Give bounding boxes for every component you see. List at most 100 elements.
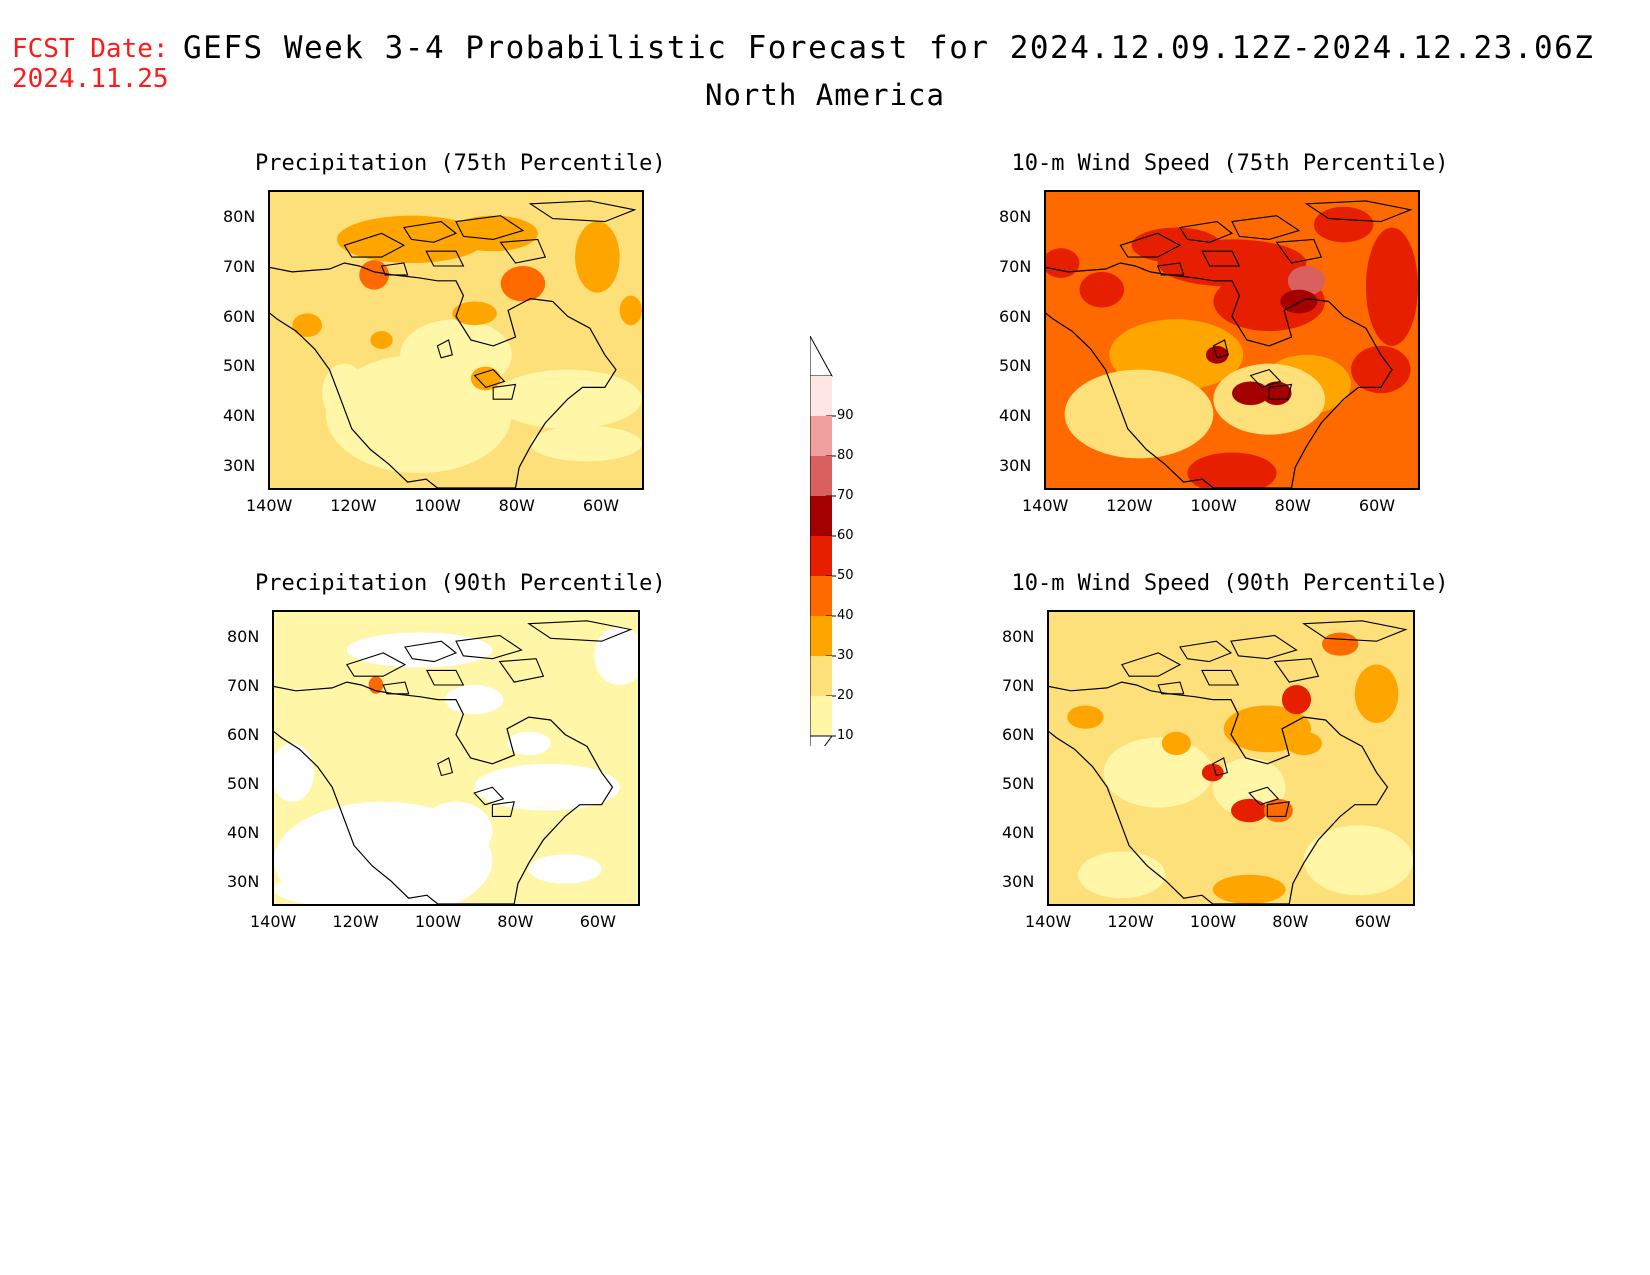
colorbar-level-label: 80 (837, 448, 854, 463)
colorbar-bottom-cap (810, 735, 833, 746)
lon-tick-label: 80W (1272, 912, 1309, 931)
lon-tick-label: 60W (1358, 496, 1396, 515)
probability-contour-patch (1351, 345, 1411, 394)
lat-tick-label: 50N (227, 774, 260, 794)
probability-contour-patch (1064, 369, 1214, 459)
colorbar-level-label: 90 (837, 408, 854, 423)
lat-tick-label: 80N (223, 207, 256, 226)
island-or-lake-outline (473, 786, 505, 806)
fcst-date-value: 2024.11.25 (12, 64, 169, 94)
island-or-lake-outline (1230, 634, 1298, 660)
fcst-date-block: FCST Date: 2024.11.25 (12, 34, 169, 94)
island-or-lake-outline (498, 658, 545, 683)
colorbar-level-label: 30 (837, 648, 854, 663)
lon-tick-label: 120W (1107, 912, 1154, 931)
lat-tick-label: 70N (223, 256, 256, 276)
probability-contour-patch (346, 632, 493, 668)
lon-tick-label: 120W (330, 496, 377, 515)
island-or-lake-outline (1201, 669, 1240, 686)
lon-tick-label: 120W (332, 912, 379, 931)
lat-tick-label: 40N (999, 406, 1032, 426)
lat-tick-label: 50N (999, 356, 1032, 376)
probability-contour-patch (419, 801, 493, 861)
island-or-lake-outline (1178, 221, 1234, 243)
panel-title-wind75: 10-m Wind Speed (75th Percentile) (1011, 151, 1449, 176)
lat-tick-label: 70N (999, 256, 1032, 276)
island-or-lake-outline (380, 262, 409, 276)
island-or-lake-outline (1120, 652, 1182, 677)
probability-contour-patch (1231, 798, 1268, 823)
lon-tick-label: 80W (497, 912, 534, 931)
lon-tick-label: 100W (1190, 496, 1237, 515)
island-or-lake-outline (1212, 757, 1229, 777)
coastline (1049, 681, 1389, 904)
island-or-lake-outline (345, 652, 407, 677)
island-or-lake-outline (343, 232, 406, 258)
panel-title-precip75: Precipitation (75th Percentile) (255, 151, 666, 176)
island-or-lake-outline (1231, 215, 1301, 240)
probability-contour-patch (575, 221, 620, 293)
island-or-lake-outline (1302, 620, 1408, 642)
colorbar-swatch (810, 576, 832, 616)
probability-contour-patch (1079, 271, 1125, 308)
probability-contour-patch (474, 763, 620, 811)
map-precip75-canvas (270, 192, 642, 488)
main-title: GEFS Week 3-4 Probabilistic Forecast for… (183, 30, 1595, 66)
lat-tick-label: 70N (227, 675, 260, 695)
lat-tick-label: 80N (1002, 626, 1035, 646)
colorbar-swatch (810, 376, 832, 416)
probability-contour-patch (594, 626, 638, 685)
island-or-lake-outline (1156, 262, 1185, 276)
island-or-lake-outline (1249, 368, 1282, 389)
lon-tick-label: 100W (414, 912, 462, 931)
island-or-lake-outline (1212, 339, 1229, 359)
island-or-lake-outline (436, 339, 453, 359)
colorbar-swatch (810, 456, 832, 496)
lon-tick-label: 80W (1274, 496, 1311, 515)
lon-tick-label: 140W (1025, 912, 1072, 931)
lon-tick-label: 140W (246, 496, 293, 515)
probability-contour-patch (528, 854, 602, 884)
probability-contour-patch (274, 871, 420, 904)
island-or-lake-outline (404, 640, 458, 663)
probability-contour-patch (1354, 664, 1399, 723)
lat-tick-label: 50N (223, 356, 256, 376)
probability-contour-patch (1212, 874, 1286, 904)
probability-contour-patch (500, 266, 546, 302)
island-or-lake-outline (473, 368, 506, 389)
lat-tick-label: 60N (227, 724, 260, 744)
lon-tick-label: 80W (498, 496, 535, 515)
probability-contour-patch (1287, 266, 1325, 296)
probability-contour-patch (1046, 248, 1080, 278)
island-or-lake-outline (1304, 200, 1413, 223)
probability-contour-patch (448, 215, 538, 252)
probability-contour-patch (1281, 685, 1312, 715)
colorbar-swatch (810, 616, 832, 656)
coastline (270, 262, 617, 488)
island-or-lake-outline (527, 620, 633, 642)
probability-contour-patch (1303, 825, 1413, 896)
map-wind90 (1047, 610, 1415, 906)
coastline (1046, 262, 1393, 488)
island-or-lake-outline (382, 681, 410, 695)
probability-contour-patch (370, 331, 393, 349)
lat-tick-label: 80N (999, 207, 1032, 226)
island-or-lake-outline (1275, 238, 1323, 264)
map-wind75 (1044, 190, 1420, 490)
island-or-lake-outline (492, 383, 517, 400)
probability-contour-patch (619, 295, 642, 326)
probability-contour-patch (292, 313, 323, 338)
probability-contour-patch (530, 425, 642, 462)
lat-tick-label: 60N (999, 306, 1032, 326)
panel-title-wind90: 10-m Wind Speed (90th Percentile) (1011, 571, 1449, 596)
probability-contour-patch (470, 366, 501, 391)
colorbar (810, 336, 836, 746)
lat-tick-label: 80N (227, 626, 260, 646)
panel-title-precip90: Precipitation (90th Percentile) (255, 571, 666, 596)
lon-tick-label: 120W (1106, 496, 1153, 515)
map-wind90-canvas (1049, 612, 1413, 904)
colorbar-level-label: 20 (837, 688, 854, 703)
island-or-lake-outline (402, 221, 458, 243)
colorbar-swatch (810, 696, 832, 736)
colorbar-level-label: 60 (837, 528, 854, 543)
